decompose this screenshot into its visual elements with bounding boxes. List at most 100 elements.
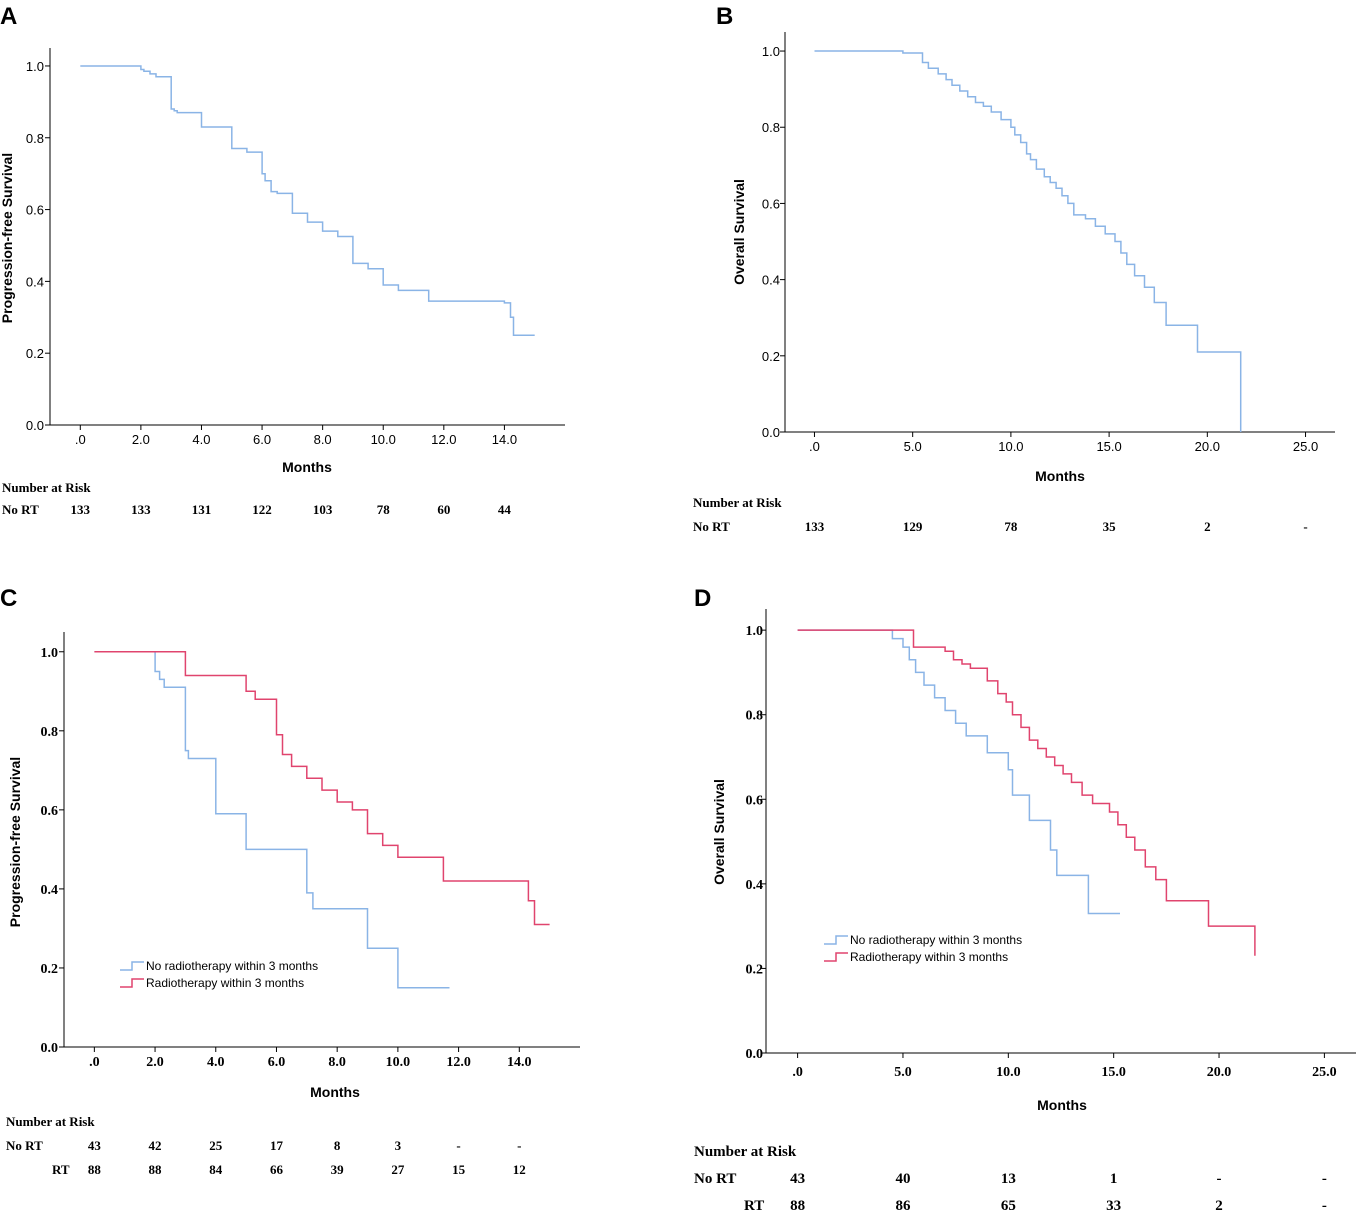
panel-a-risk-header: Number at Risk — [2, 480, 91, 495]
x-tick-label: 2.0 — [132, 432, 150, 447]
risk-row-label: No RT — [6, 1138, 43, 1153]
panel-d-label: D — [694, 585, 711, 612]
x-tick-label: 12.0 — [431, 432, 456, 447]
x-tick-label: 5.0 — [894, 1065, 912, 1080]
panel-b-ylabel: Overall Survival — [731, 179, 747, 285]
legend-swatch — [120, 961, 144, 971]
y-tick-label: 0.2 — [41, 962, 59, 977]
y-tick-label: 0.2 — [746, 962, 764, 977]
x-tick-label: 6.0 — [253, 432, 271, 447]
risk-value: 129 — [903, 519, 923, 534]
y-tick-label: 0.2 — [762, 349, 780, 364]
panel-a: A Progression-free Survival Months 0.00.… — [0, 3, 565, 517]
risk-row-label: No RT — [694, 1171, 736, 1187]
panel-c: C Progression-free Survival Months 0.00.… — [0, 585, 580, 1177]
x-tick-label: 25.0 — [1312, 1065, 1337, 1080]
risk-row-label: No RT — [693, 519, 730, 534]
panel-d: D Overall Survival Months 0.00.20.40.60.… — [694, 585, 1356, 1212]
y-tick-label: 1.0 — [41, 646, 59, 661]
x-tick-label: 10.0 — [386, 1055, 411, 1070]
x-tick-label: .0 — [792, 1065, 803, 1080]
y-tick-label: 0.6 — [762, 196, 780, 211]
risk-value: 86 — [895, 1198, 911, 1212]
x-tick-label: 15.0 — [1101, 1065, 1126, 1080]
risk-value: 3 — [395, 1138, 402, 1153]
x-tick-label: 10.0 — [998, 439, 1023, 454]
panel-c-risk-table: No RT 43 42 25 17 8 3 - - RT 88 88 84 66 39 27 15 12 — [6, 1138, 526, 1177]
risk-value: 133 — [805, 519, 825, 534]
legend-label: No radiotherapy within 3 months — [850, 933, 1022, 947]
risk-value: 8 — [334, 1138, 341, 1153]
panel-c-risk-header: Number at Risk — [6, 1114, 95, 1129]
risk-value: 2 — [1204, 519, 1211, 534]
risk-value: 1 — [1110, 1171, 1118, 1187]
x-tick-label: 4.0 — [207, 1055, 225, 1070]
y-tick-label: 0.8 — [746, 709, 764, 724]
risk-value: 84 — [209, 1162, 223, 1177]
risk-value: 88 — [790, 1198, 805, 1212]
risk-row-label: RT — [52, 1162, 70, 1177]
risk-value: - — [1322, 1198, 1327, 1212]
x-tick-label: 14.0 — [492, 432, 517, 447]
y-tick-label: 0.0 — [41, 1041, 59, 1056]
legend-swatch — [120, 978, 144, 988]
panel-a-risk-table: No RT 133 133 131 122 103 78 60 44 — [2, 502, 511, 517]
panel-d-legend: No radiotherapy within 3 months Radiother… — [824, 933, 1022, 964]
panel-d-risk-table: No RT 43 40 13 1 - - RT 88 86 65 33 2 - — [694, 1171, 1327, 1212]
x-tick-label: .0 — [809, 439, 820, 454]
panel-b: B Overall Survival Months 0.00.20.40.60.… — [693, 3, 1335, 534]
x-tick-label: .0 — [89, 1055, 100, 1070]
x-tick-label: 14.0 — [507, 1055, 532, 1070]
y-tick-label: 0.4 — [26, 274, 44, 289]
y-tick-label: 0.6 — [26, 203, 44, 218]
x-tick-label: 8.0 — [314, 432, 332, 447]
risk-value: 17 — [270, 1138, 284, 1153]
y-tick-label: 0.8 — [762, 120, 780, 135]
risk-value: 60 — [437, 502, 450, 517]
risk-value: 13 — [1001, 1171, 1016, 1187]
y-tick-label: 0.0 — [762, 425, 780, 440]
survival-curve-no-rt — [797, 629, 1120, 915]
survival-curve-rt — [797, 629, 1256, 956]
x-tick-label: 10.0 — [996, 1065, 1021, 1080]
risk-value: 39 — [331, 1162, 345, 1177]
risk-value: 88 — [149, 1162, 163, 1177]
risk-row-label: RT — [744, 1198, 764, 1212]
y-tick-label: 1.0 — [26, 59, 44, 74]
panel-b-risk-header: Number at Risk — [693, 495, 782, 510]
legend-label: No radiotherapy within 3 months — [146, 959, 318, 973]
panel-c-ylabel: Progression-free Survival — [7, 757, 23, 927]
x-tick-label: 8.0 — [328, 1055, 346, 1070]
risk-value: 103 — [313, 502, 333, 517]
risk-value: 65 — [1001, 1198, 1016, 1212]
risk-value: 88 — [88, 1162, 102, 1177]
risk-value: 78 — [1004, 519, 1018, 534]
x-tick-label: 2.0 — [146, 1055, 164, 1070]
x-tick-label: 10.0 — [371, 432, 396, 447]
x-tick-label: .0 — [75, 432, 86, 447]
y-tick-label: 0.0 — [26, 418, 44, 433]
survival-curve-rt — [94, 651, 550, 926]
panel-b-risk-table: No RT 133 129 78 35 2 - — [693, 519, 1308, 534]
survival-curve-no-rt — [80, 65, 535, 336]
risk-value: 78 — [377, 502, 391, 517]
panel-d-plot: 0.0 0.2 0.4 0.6 0.8 1.0 .0 5.0 10.0 15.0 20.0 25.0 — [746, 609, 1356, 1080]
y-tick-label: 0.6 — [746, 793, 764, 808]
risk-value: 43 — [88, 1138, 102, 1153]
x-tick-label: 25.0 — [1293, 439, 1318, 454]
x-tick-label: 12.0 — [446, 1055, 471, 1070]
panel-d-risk-header: Number at Risk — [694, 1144, 797, 1160]
legend-label: Radiotherapy within 3 months — [146, 976, 304, 990]
panel-d-ylabel: Overall Survival — [711, 779, 727, 885]
risk-value: 35 — [1103, 519, 1117, 534]
risk-value: 133 — [71, 502, 91, 517]
panel-a-plot: 0.0 0.2 0.4 0.6 0.8 1.0 .0 2.0 4.0 6.0 8.0 10.0 12.0… — [26, 48, 565, 447]
panel-b-plot: 0.0 0.2 0.4 0.6 0.8 1.0 .0 5.0 10.0 15.0 20.0 25.0 — [762, 32, 1335, 454]
y-tick-label: 0.8 — [26, 131, 44, 146]
risk-value: 131 — [192, 502, 212, 517]
y-tick-label: 0.0 — [746, 1047, 764, 1062]
survival-curve-no-rt — [814, 50, 1242, 432]
risk-value: - — [1217, 1171, 1222, 1187]
risk-value: - — [1322, 1171, 1327, 1187]
risk-value: 2 — [1215, 1198, 1223, 1212]
